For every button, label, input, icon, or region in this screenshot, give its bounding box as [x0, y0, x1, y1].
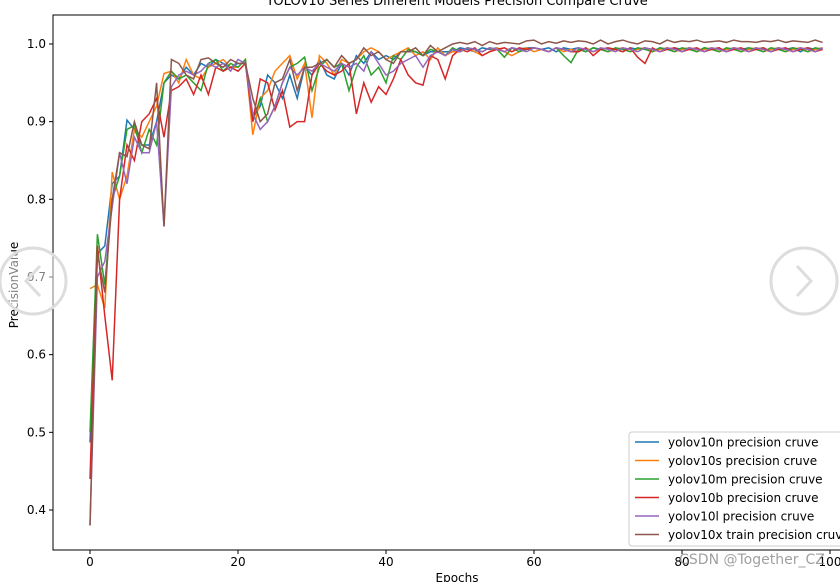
legend-label: yolov10n precision cruve [668, 436, 818, 450]
legend-label: yolov10b precision cruve [668, 491, 819, 505]
legend: yolov10n precision cruve yolov10s precisi… [628, 431, 840, 547]
y-tick-label: 1.0 [27, 37, 46, 51]
y-tick-label: 0.8 [27, 192, 46, 206]
nav-circle [0, 246, 68, 316]
watermark: CSDN @Together_CZ [679, 552, 825, 568]
legend-label: yolov10m precision cruve [668, 473, 823, 487]
nav-arrow [795, 264, 814, 298]
series-line [89, 47, 823, 443]
x-tick-label: 0 [86, 555, 94, 569]
x-tick-label: 80 [674, 555, 689, 569]
nav-circle [769, 246, 839, 316]
nav-prev[interactable] [0, 246, 68, 316]
x-tick-label: 20 [230, 555, 245, 569]
legend-label: yolov10s precision cruve [668, 454, 817, 468]
lines-layer [89, 39, 823, 526]
x-tick-label: 100 [819, 555, 840, 569]
nav-arrow [23, 264, 42, 298]
x-tick-label: 60 [526, 555, 541, 569]
series-line [89, 46, 823, 433]
series-line [89, 46, 823, 479]
y-tick-label: 0.5 [27, 425, 46, 439]
x-tick-label: 40 [378, 555, 393, 569]
x-axis-label: Epochs [436, 571, 479, 582]
y-tick-label: 0.4 [27, 503, 46, 517]
series-line [89, 47, 823, 526]
y-tick-label: 0.9 [27, 115, 46, 129]
chart-title: YOLOv10 Series Different Models Precisio… [265, 0, 648, 9]
y-tick-label: 0.6 [27, 348, 46, 362]
series-line [89, 39, 823, 526]
nav-next[interactable] [769, 246, 839, 316]
legend-box [628, 431, 840, 547]
series-line [89, 46, 823, 309]
legend-label: yolov10l precision cruve [668, 510, 814, 524]
legend-label: yolov10x train precision cruve [668, 528, 840, 542]
